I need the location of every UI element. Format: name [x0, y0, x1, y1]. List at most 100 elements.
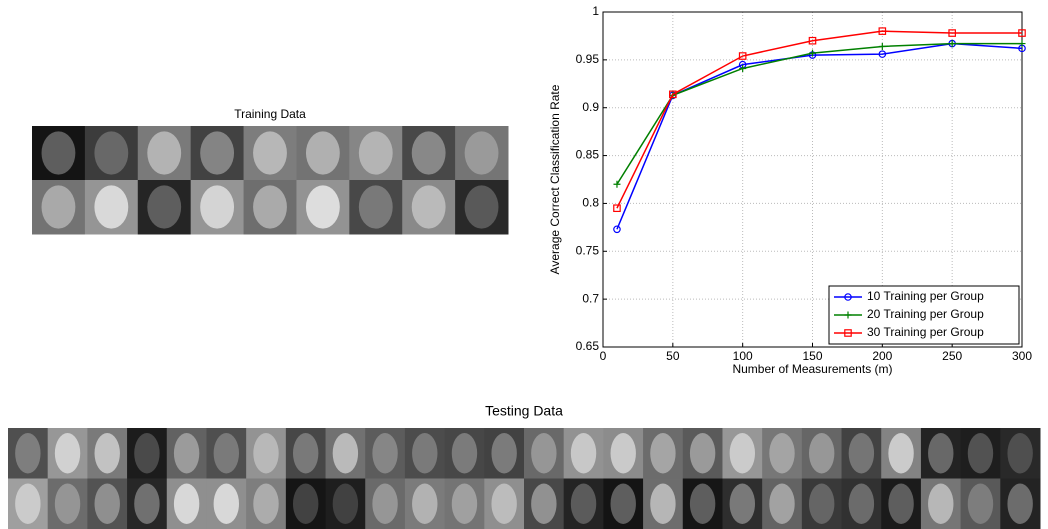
face-shade — [213, 483, 240, 524]
y-tick-label: 0.8 — [582, 196, 599, 210]
y-tick-label: 0.95 — [576, 52, 600, 66]
y-axis-label: Average Correct Classification Rate — [548, 84, 562, 274]
face-shade — [689, 433, 716, 474]
face-shade — [1007, 433, 1033, 474]
face-shade — [729, 483, 756, 524]
face-shade — [134, 483, 160, 524]
legend-label: 10 Training per Group — [867, 289, 984, 303]
face-shade — [729, 433, 756, 474]
point — [878, 50, 887, 58]
face-shade — [491, 483, 517, 524]
face-shade — [94, 131, 129, 175]
testing-faces — [8, 428, 1041, 529]
face-shade — [928, 483, 954, 524]
face-shade — [305, 131, 340, 175]
series-line — [616, 30, 1022, 209]
y-tick-label: 0.75 — [576, 243, 600, 257]
x-tick-label: 0 — [600, 349, 607, 363]
face-shade — [464, 131, 499, 175]
legend-marker — [844, 293, 852, 301]
face-shade — [689, 483, 716, 524]
face-shade — [570, 433, 597, 474]
face-shade — [305, 185, 340, 229]
point — [1018, 29, 1026, 37]
face-shade — [464, 185, 499, 229]
point — [948, 29, 956, 37]
point — [613, 225, 621, 234]
point — [739, 64, 747, 72]
point — [809, 49, 816, 57]
face-shade — [372, 483, 398, 524]
face-shade — [650, 433, 676, 474]
face-shade — [15, 433, 41, 474]
point — [878, 27, 887, 35]
face-shade — [1007, 483, 1033, 524]
face-shade — [54, 483, 81, 524]
face-shade — [94, 185, 129, 229]
face-shade — [332, 483, 359, 524]
face-shade — [491, 433, 517, 474]
face-shade — [451, 483, 478, 524]
face-shade — [292, 483, 319, 524]
legend-label: 20 Training per Group — [867, 307, 984, 321]
legend-marker — [844, 311, 852, 319]
face-shade — [888, 483, 914, 524]
x-tick-label: 300 — [1012, 349, 1032, 363]
face-shade — [769, 483, 795, 524]
legend-label: 30 Training per Group — [867, 325, 984, 339]
face-shade — [451, 433, 478, 474]
face-shade — [332, 433, 359, 474]
face-shade — [147, 185, 182, 229]
face-shade — [358, 185, 393, 229]
face-shade — [94, 483, 120, 524]
face-shade — [967, 483, 994, 524]
point — [738, 52, 747, 60]
axes-frame — [602, 11, 1023, 348]
face-shade — [412, 433, 438, 474]
face-shade — [213, 433, 240, 474]
face-shade — [41, 131, 76, 175]
face-shade — [610, 483, 636, 524]
face-shade — [200, 131, 235, 175]
point — [1018, 40, 1026, 48]
y-tick-label: 1 — [592, 4, 599, 18]
x-tick-label: 150 — [802, 349, 822, 363]
face-shade — [253, 433, 279, 474]
face-shade — [412, 483, 438, 524]
face-shade — [888, 433, 914, 474]
point — [948, 40, 956, 48]
y-tick-label: 0.7 — [582, 291, 599, 305]
x-tick-label: 250 — [942, 349, 962, 363]
x-tick-label: 100 — [733, 349, 753, 363]
face-shade — [967, 433, 994, 474]
face-shade — [848, 483, 875, 524]
point — [878, 42, 886, 50]
face-shade — [808, 433, 835, 474]
face-shade — [372, 433, 398, 474]
face-shade — [253, 483, 279, 524]
face-shade — [411, 131, 446, 175]
point — [613, 204, 621, 213]
testing-title: Testing Data — [485, 403, 563, 419]
face-shade — [531, 433, 557, 474]
face-shade — [41, 185, 76, 229]
face-shade — [253, 131, 287, 175]
face-shade — [15, 483, 41, 524]
point — [669, 90, 677, 99]
face-shade — [173, 483, 200, 524]
point — [808, 36, 817, 45]
face-shade — [147, 131, 182, 175]
face-shade — [610, 433, 636, 474]
face-shade — [173, 433, 200, 474]
face-shade — [531, 483, 557, 524]
face-shade — [808, 483, 835, 524]
training-faces — [32, 126, 509, 235]
point — [613, 180, 621, 188]
face-shade — [200, 185, 235, 229]
face-shade — [94, 433, 120, 474]
face-shade — [54, 433, 81, 474]
face-shade — [570, 483, 597, 524]
y-tick-label: 0.9 — [582, 100, 599, 114]
